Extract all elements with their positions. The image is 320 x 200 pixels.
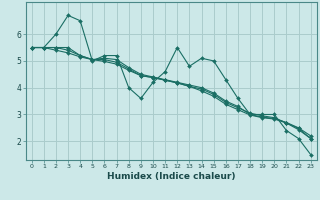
X-axis label: Humidex (Indice chaleur): Humidex (Indice chaleur): [107, 172, 236, 181]
